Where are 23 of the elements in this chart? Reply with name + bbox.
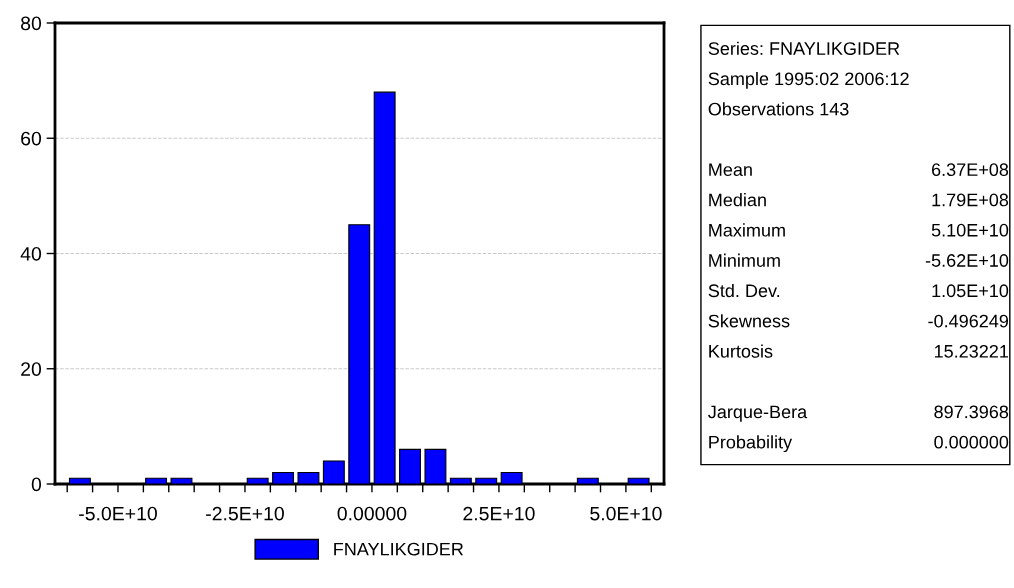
y-tick-label: 40: [20, 246, 42, 261]
x-tick-label: 0.00000: [337, 506, 407, 521]
x-tick-label: 2.5E+10: [463, 506, 535, 521]
text: Probability 0.000000: [709, 435, 1009, 453]
x-tick-label: 5.0E+10: [590, 506, 662, 521]
y-tick-label: 60: [21, 131, 42, 146]
legend-label: FNAYLIKGIDER: [334, 542, 464, 556]
x-tick-label: -2.5E+10: [206, 506, 284, 521]
y-tick-label: 20: [21, 362, 42, 376]
text: Kurtosis 15.23221: [709, 344, 1009, 358]
text: Series: FNAYLIKGIDER: [708, 41, 900, 55]
text: Maximum 5.10E+10: [709, 223, 1009, 237]
text: Mean 6.37E+08: [709, 163, 1009, 177]
text: Std. Dev. 1.05E+10: [708, 283, 1009, 298]
y-tick-label: 0: [31, 477, 42, 492]
text: Skewness -0.496249: [708, 314, 1009, 328]
text: Jarque-Bera 897.3968: [708, 405, 1009, 422]
x-tick-label: -5.0E+10: [79, 506, 157, 521]
text: Median 1.79E+08: [709, 193, 1009, 207]
text: Minimum -5.62E+10: [709, 253, 1009, 267]
text: Observations 143: [708, 102, 849, 116]
text: Sample 1995:02 2006:12: [708, 71, 909, 89]
y-tick-label: 80: [21, 16, 42, 31]
